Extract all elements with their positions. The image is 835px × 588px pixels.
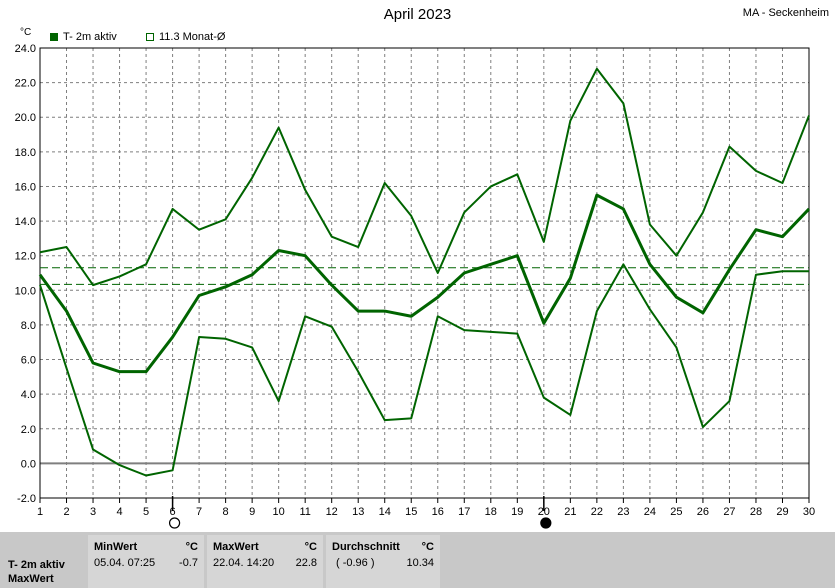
x-tick-label: 18 xyxy=(485,506,497,518)
x-tick-label: 15 xyxy=(405,506,417,518)
y-tick-label: 12.0 xyxy=(15,251,36,263)
y-tick-label: 22.0 xyxy=(15,78,36,90)
stats-avg-value: 10.34 xyxy=(406,557,434,569)
x-tick-label: 5 xyxy=(143,506,149,518)
x-tick-label: 4 xyxy=(116,506,122,518)
y-tick-label: 24.0 xyxy=(15,43,36,55)
x-tick-label: 30 xyxy=(803,506,815,518)
y-tick-label: 6.0 xyxy=(21,355,36,367)
x-tick-label: 8 xyxy=(223,506,229,518)
reference-lines xyxy=(40,267,809,285)
new-moon-icon xyxy=(540,517,552,529)
legend-swatch-filled xyxy=(50,33,58,41)
y-tick-label: 14.0 xyxy=(15,216,36,228)
stats-max-value: 22.8 xyxy=(295,557,317,569)
y-tick-label: 4.0 xyxy=(21,389,36,401)
legend-mean[interactable]: 11.3 Monat-Ø xyxy=(146,31,225,43)
y-tick-label: -2.0 xyxy=(17,493,36,505)
x-tick-label: 6 xyxy=(170,506,176,518)
stats-min-value: -0.7 xyxy=(179,557,198,569)
x-tick-label: 7 xyxy=(196,506,202,518)
x-tick-label: 16 xyxy=(432,506,444,518)
y-tick-label: 8.0 xyxy=(21,320,36,332)
chart-title: April 2023 xyxy=(383,6,452,23)
stats-min-label: MinWert xyxy=(94,541,138,553)
x-tick-label: 1 xyxy=(37,506,43,518)
x-tick-label: 12 xyxy=(326,506,338,518)
y-tick-label: 2.0 xyxy=(21,424,36,436)
x-tick-label: 13 xyxy=(352,506,364,518)
plot-frame xyxy=(39,47,810,499)
x-tick-label: 28 xyxy=(750,506,762,518)
y-tick-label: 10.0 xyxy=(15,285,36,297)
moon-phase-markers xyxy=(168,496,552,529)
y-unit-label: °C xyxy=(20,27,32,38)
legend-series[interactable]: T- 2m aktiv xyxy=(50,31,117,43)
stats-row-title-2: MaxWert xyxy=(8,573,54,585)
stats-max-label: MaxWert xyxy=(213,541,259,553)
y-tick-label: 18.0 xyxy=(15,147,36,159)
stats-avg-cell: Durchschnitt °C ( -0.96 ) 10.34 xyxy=(326,535,440,588)
y-axis-ticks: -2.0 0.0 2.0 4.0 6.0 8.0 10.0 12.0 14.0 16.0 18.0 2… xyxy=(15,43,36,505)
x-tick-label: 25 xyxy=(670,506,682,518)
x-axis-ticks: 1 2 3 4 5 6 7 8 9 10 11 12 13 14 15 16 17 18 19 20 21 22 23 24 2… xyxy=(37,498,815,518)
station-name: MA - Seckenheim xyxy=(742,7,829,19)
stats-row-title-1: T- 2m aktiv xyxy=(8,559,65,571)
x-tick-label: 20 xyxy=(538,506,550,518)
x-tick-label: 22 xyxy=(591,506,603,518)
x-tick-label: 14 xyxy=(379,506,391,518)
series-line-max xyxy=(39,67,810,287)
chart-grid xyxy=(39,47,810,499)
x-tick-label: 29 xyxy=(776,506,788,518)
y-tick-label: 20.0 xyxy=(15,112,36,124)
series-line-min xyxy=(39,263,809,477)
x-tick-label: 10 xyxy=(273,506,285,518)
x-tick-label: 3 xyxy=(90,506,96,518)
stats-panel: T- 2m aktiv MaxWert MinWert °C 05.04. 07… xyxy=(0,532,835,588)
legend-swatch-empty xyxy=(146,33,154,41)
x-tick-label: 21 xyxy=(564,506,576,518)
y-tick-label: 16.0 xyxy=(15,181,36,193)
stats-max-unit: °C xyxy=(304,541,317,553)
legend-series-label: T- 2m aktiv xyxy=(63,31,117,43)
full-moon-icon xyxy=(168,517,181,529)
x-tick-label: 11 xyxy=(299,506,310,518)
stats-avg-label: Durchschnitt xyxy=(332,541,400,553)
stats-avg-unit: °C xyxy=(421,541,434,553)
x-tick-label: 24 xyxy=(644,506,656,518)
x-tick-label: 9 xyxy=(249,506,255,518)
series-line-mean xyxy=(38,193,811,374)
temperature-chart: -2.0 0.0 2.0 4.0 6.0 8.0 10.0 12.0 14.0 16.0 18.0 2… xyxy=(15,43,815,529)
x-tick-label: 19 xyxy=(511,506,523,518)
y-tick-label: 0.0 xyxy=(21,458,36,470)
x-tick-label: 17 xyxy=(458,506,470,518)
x-tick-label: 23 xyxy=(617,506,629,518)
stats-min-time: 05.04. 07:25 xyxy=(94,557,156,569)
stats-avg-note: ( -0.96 ) xyxy=(336,557,375,569)
stats-max-time: 22.04. 14:20 xyxy=(213,557,275,569)
stats-min-cell: MinWert °C 05.04. 07:25 -0.7 xyxy=(88,535,204,588)
legend-mean-label: 11.3 Monat-Ø xyxy=(159,31,226,43)
series-lines xyxy=(38,67,811,477)
stats-max-cell: MaxWert °C 22.04. 14:20 22.8 xyxy=(207,535,323,588)
x-tick-label: 2 xyxy=(63,506,69,518)
x-tick-label: 26 xyxy=(697,506,709,518)
stats-min-unit: °C xyxy=(185,541,198,553)
x-tick-label: 27 xyxy=(723,506,735,518)
